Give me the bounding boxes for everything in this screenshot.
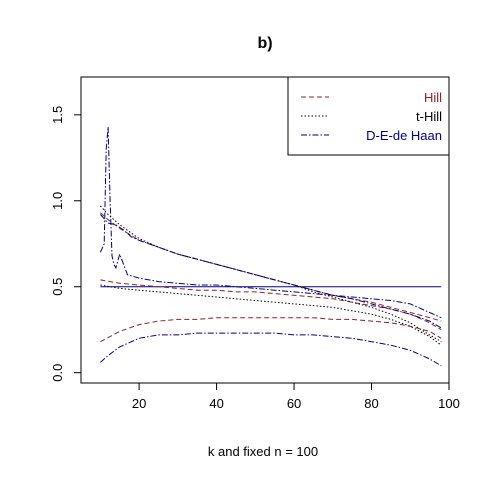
x-axis: 20 40 60 80 100 [132, 382, 460, 411]
chart-title: b) [257, 35, 272, 52]
x-tick-label: 40 [209, 396, 223, 411]
x-tick-label: 100 [438, 396, 460, 411]
legend: Hill t-Hill D-E-de Haan [287, 76, 450, 156]
x-tick-label: 80 [364, 396, 378, 411]
series-line-hill-2 [100, 317, 442, 343]
legend-label: t-Hill [416, 109, 442, 124]
x-tick-label: 20 [132, 396, 146, 411]
y-tick-label: 1.5 [50, 106, 65, 124]
series-line-d-e-de-haan-5 [99, 126, 442, 319]
y-tick-label: 1.0 [50, 192, 65, 210]
legend-label: D-E-de Haan [366, 128, 442, 143]
x-axis-label: k and fixed n = 100 [208, 444, 318, 459]
legend-box [287, 76, 450, 156]
series-line-t-hill-4 [100, 284, 442, 346]
series-group [99, 126, 442, 367]
series-line-hill-1 [100, 279, 442, 331]
y-axis: 0.0 0.5 1.0 1.5 [50, 106, 82, 382]
x-tick-label: 60 [287, 396, 301, 411]
plot-area: 20 40 60 80 100 0.0 0.5 1.0 1.5 [50, 76, 460, 411]
y-tick-label: 0.5 [50, 278, 65, 296]
series-line-t-hill-3 [100, 205, 442, 343]
y-tick-label: 0.0 [50, 364, 65, 382]
legend-label: Hill [424, 90, 442, 105]
series-line-d-e-de-haan-7 [100, 332, 442, 367]
series-line-hill-0 [100, 212, 442, 322]
series-line-d-e-de-haan-6 [100, 214, 442, 329]
